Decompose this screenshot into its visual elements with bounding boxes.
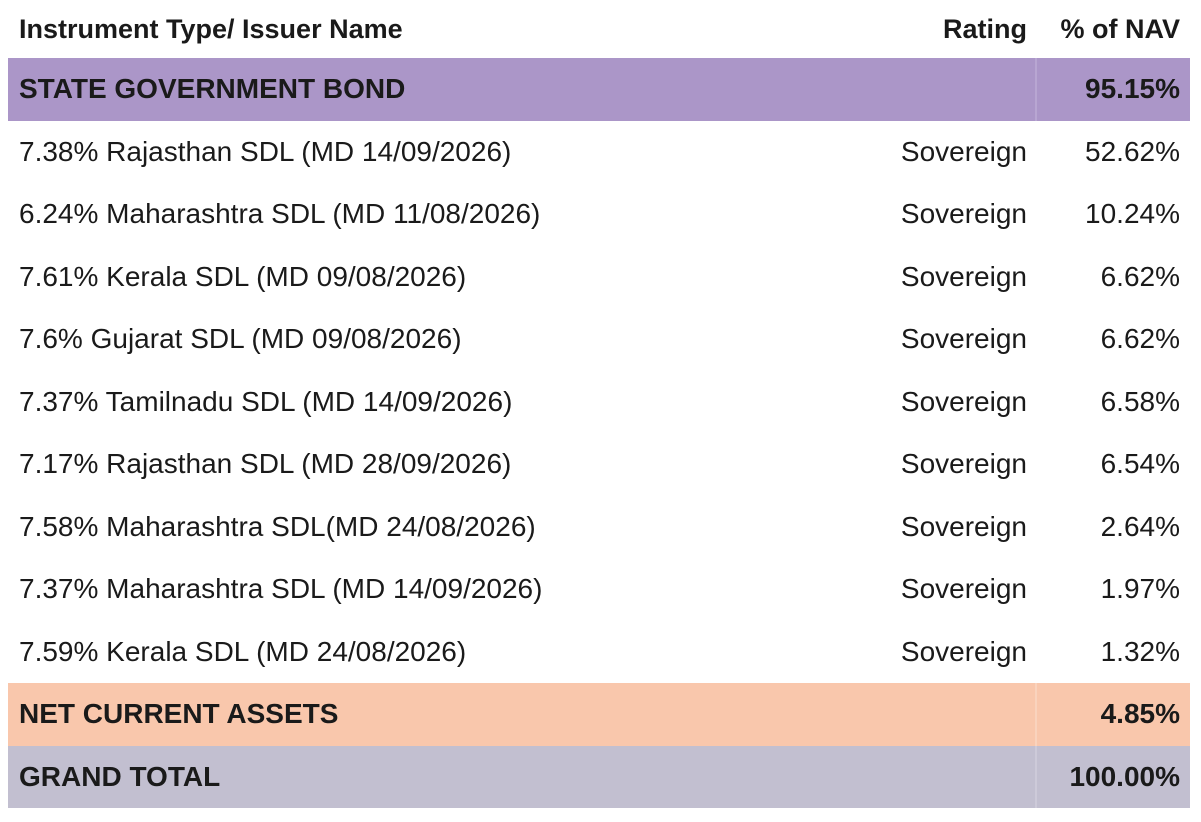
instrument-nav: 6.62% xyxy=(1100,323,1180,355)
section-rating xyxy=(745,58,1035,121)
instrument-rating: Sovereign xyxy=(900,448,1027,480)
table-row: 7.38% Rajasthan SDL (MD 14/09/2026) Sove… xyxy=(8,121,1190,184)
section-row-state-government-bond: STATE GOVERNMENT BOND 95.15% xyxy=(8,58,1190,121)
table-row: 7.61% Kerala SDL (MD 09/08/2026) Soverei… xyxy=(8,246,1190,309)
column-header-instrument: Instrument Type/ Issuer Name xyxy=(19,13,403,44)
portfolio-table: Instrument Type/ Issuer Name Rating % of… xyxy=(8,0,1190,808)
instrument-rating: Sovereign xyxy=(900,135,1027,167)
table-row: 7.6% Gujarat SDL (MD 09/08/2026) Soverei… xyxy=(8,308,1190,371)
instrument-name: 7.61% Kerala SDL (MD 09/08/2026) xyxy=(19,260,467,292)
instrument-nav: 10.24% xyxy=(1085,198,1180,230)
instrument-rating: Sovereign xyxy=(900,260,1027,292)
column-header-nav: % of NAV xyxy=(1060,13,1181,44)
table-row: 7.37% Tamilnadu SDL (MD 14/09/2026) Sove… xyxy=(8,371,1190,434)
instrument-nav: 6.58% xyxy=(1100,385,1180,417)
table-row: 7.37% Maharashtra SDL (MD 14/09/2026) So… xyxy=(8,558,1190,621)
instrument-rating: Sovereign xyxy=(900,510,1027,542)
instrument-name: 7.59% Kerala SDL (MD 24/08/2026) xyxy=(19,635,467,667)
instrument-nav: 1.97% xyxy=(1100,573,1180,605)
instrument-rating: Sovereign xyxy=(900,635,1027,667)
instrument-rating: Sovereign xyxy=(900,323,1027,355)
instrument-name: 7.6% Gujarat SDL (MD 09/08/2026) xyxy=(19,323,462,355)
instrument-nav: 2.64% xyxy=(1100,510,1180,542)
section-nav: 100.00% xyxy=(1035,745,1190,808)
section-row-net-current-assets: NET CURRENT ASSETS 4.85% xyxy=(8,683,1190,746)
instrument-nav: 52.62% xyxy=(1085,135,1180,167)
section-row-grand-total: GRAND TOTAL 100.00% xyxy=(8,745,1190,808)
table-header: Instrument Type/ Issuer Name Rating % of… xyxy=(8,0,1190,58)
section-label: STATE GOVERNMENT BOND xyxy=(8,58,745,121)
instrument-nav: 1.32% xyxy=(1100,635,1180,667)
section-label: GRAND TOTAL xyxy=(8,745,745,808)
instrument-name: 7.38% Rajasthan SDL (MD 14/09/2026) xyxy=(19,135,512,167)
section-label: NET CURRENT ASSETS xyxy=(8,683,745,746)
table-row: 7.17% Rajasthan SDL (MD 28/09/2026) Sove… xyxy=(8,433,1190,496)
section-rating xyxy=(745,683,1035,746)
instrument-name: 6.24% Maharashtra SDL (MD 11/08/2026) xyxy=(19,198,541,230)
instrument-name: 7.37% Maharashtra SDL (MD 14/09/2026) xyxy=(19,573,543,605)
section-nav: 4.85% xyxy=(1035,683,1190,746)
instrument-nav: 6.62% xyxy=(1100,260,1180,292)
instrument-rating: Sovereign xyxy=(900,385,1027,417)
instrument-rating: Sovereign xyxy=(900,573,1027,605)
table-row: 7.58% Maharashtra SDL(MD 24/08/2026) Sov… xyxy=(8,496,1190,559)
instrument-rating: Sovereign xyxy=(900,198,1027,230)
column-header-rating: Rating xyxy=(943,13,1027,44)
instrument-name: 7.17% Rajasthan SDL (MD 28/09/2026) xyxy=(19,448,512,480)
section-nav: 95.15% xyxy=(1035,58,1190,121)
table-row: 6.24% Maharashtra SDL (MD 11/08/2026) So… xyxy=(8,183,1190,246)
section-rating xyxy=(745,745,1035,808)
instrument-name: 7.37% Tamilnadu SDL (MD 14/09/2026) xyxy=(19,385,513,417)
instrument-nav: 6.54% xyxy=(1100,448,1180,480)
table-row: 7.59% Kerala SDL (MD 24/08/2026) Soverei… xyxy=(8,621,1190,684)
instrument-name: 7.58% Maharashtra SDL(MD 24/08/2026) xyxy=(19,510,536,542)
